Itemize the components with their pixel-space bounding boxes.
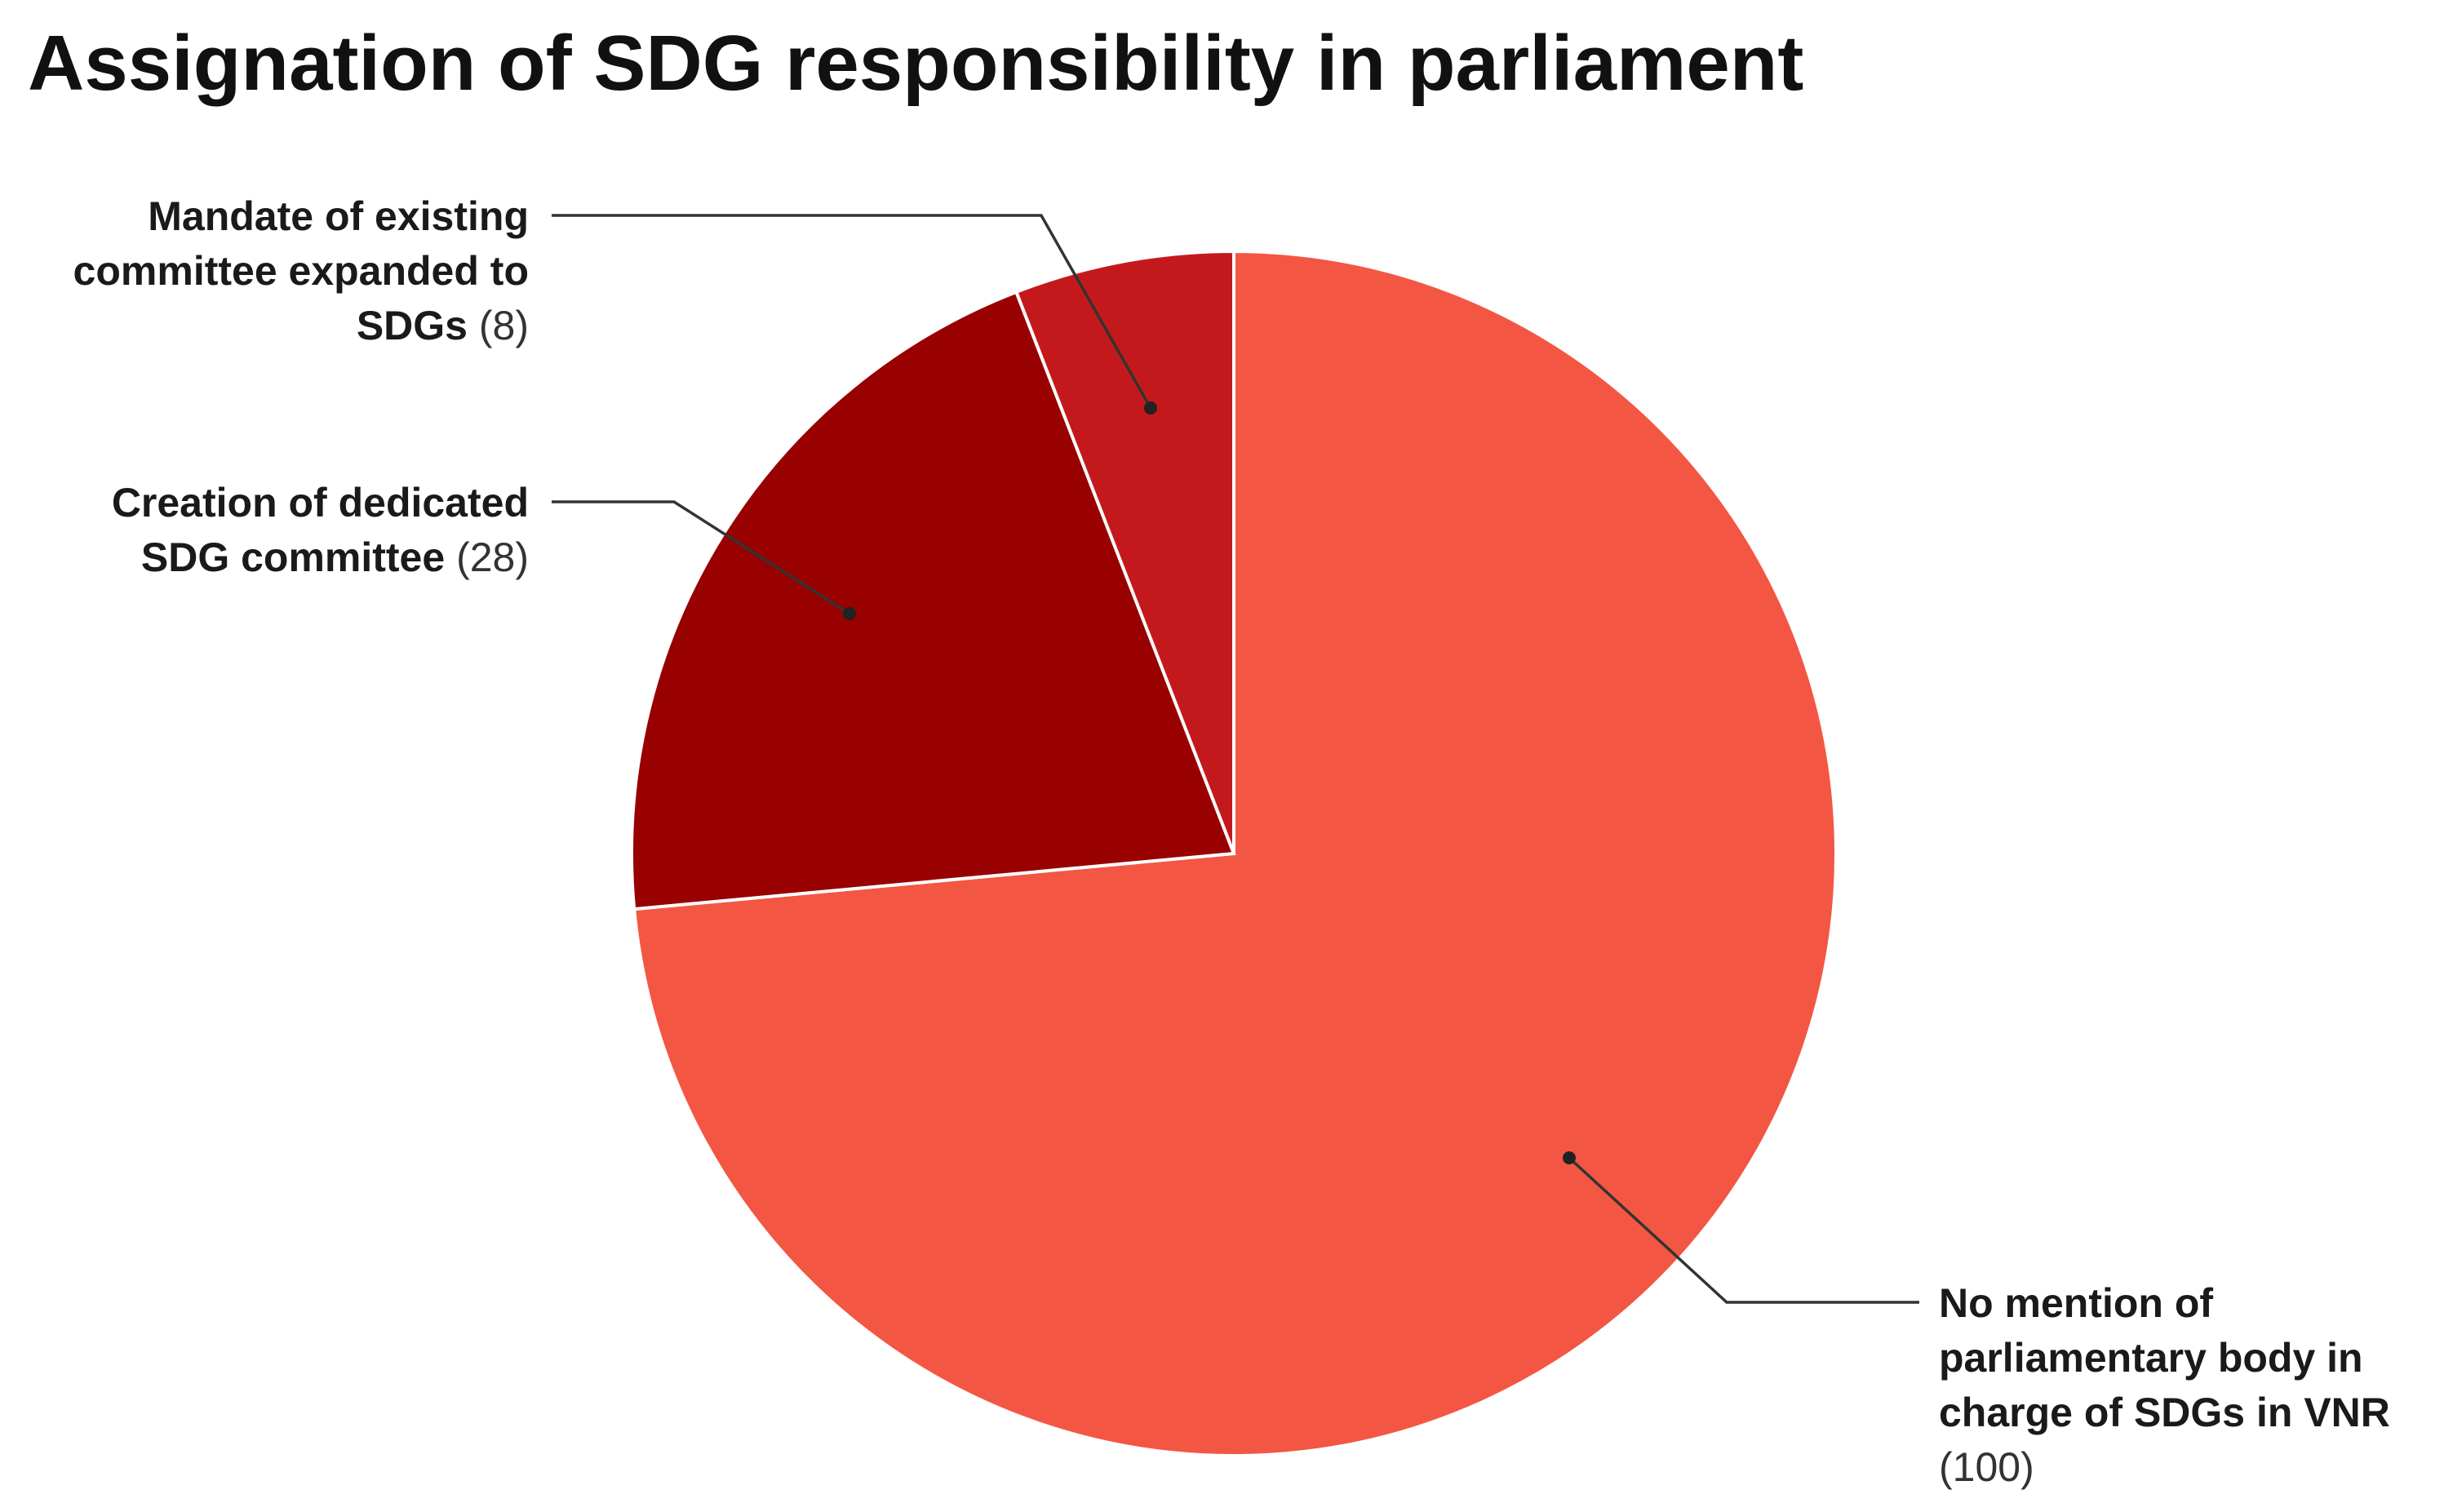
leader-line-0 (1568, 1156, 1919, 1304)
slice-label-line: No mention of (1939, 1280, 2213, 1326)
label-leader-lines (552, 214, 1919, 1304)
slice-label-line: Creation of dedicated (112, 480, 529, 525)
slice-label-line: Mandate of existing (148, 193, 529, 239)
slice-value: (8) (468, 303, 529, 348)
pie-slice-1 (630, 290, 1236, 911)
leader-dot-1 (843, 607, 856, 620)
slice-value: (100) (1939, 1444, 2034, 1490)
slice-label-1: Creation of dedicated SDG committee (28) (112, 480, 529, 580)
slice-value: (28) (445, 534, 529, 580)
leader-line-2 (552, 214, 1152, 409)
slice-label-line: committee expanded to (73, 248, 529, 294)
leader-dot-2 (1144, 401, 1157, 415)
leader-line-1 (552, 500, 850, 615)
slice-label-line: parliamentary body in (1939, 1335, 2363, 1381)
pie-slices (630, 249, 1838, 1457)
slice-label-0: No mention of parliamentary body in charge… (1939, 1280, 2390, 1490)
slice-label-line: SDG committee (141, 534, 445, 580)
leader-dot-0 (1563, 1151, 1576, 1164)
chart-title: Assignation of SDG responsibility in par… (28, 20, 1803, 107)
slice-label-line: SDGs (357, 303, 468, 348)
slice-label-2: Mandate of existing committee expanded to… (73, 193, 529, 348)
slice-labels: No mention of parliamentary body in charge… (73, 193, 2390, 1490)
slice-label-line: charge of SDGs in VNR (1939, 1390, 2390, 1435)
pie-slice-2 (1014, 249, 1235, 854)
